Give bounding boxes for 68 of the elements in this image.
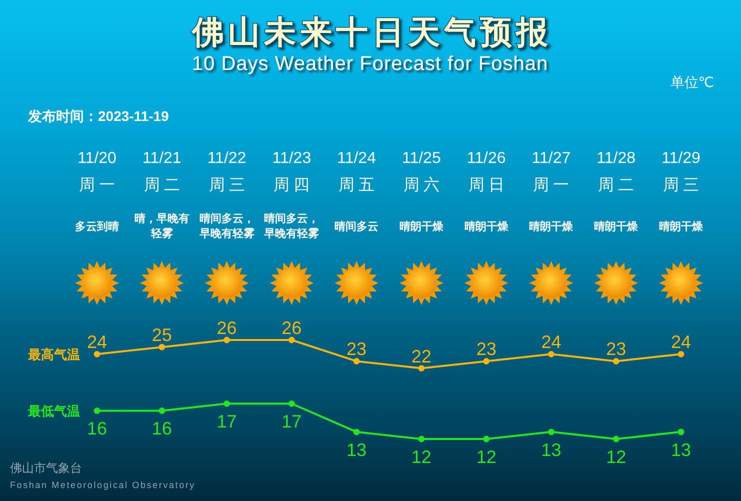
text: 晴朗干燥	[529, 220, 574, 234]
point	[612, 436, 620, 442]
text: 单位℃	[670, 74, 714, 90]
x-tick-label: 11/28 周二	[596, 150, 638, 194]
point	[224, 336, 230, 344]
data-label: 26	[216, 318, 237, 338]
series-label: 最高气温	[27, 347, 80, 362]
text: 晴朗干燥	[399, 220, 444, 234]
data-label: 16	[86, 418, 108, 439]
x-tick-label: 11/22 周三	[207, 150, 249, 194]
data-label: 23	[346, 339, 367, 360]
point	[418, 365, 425, 372]
point	[548, 428, 554, 436]
point	[353, 428, 360, 436]
text: 晴朗干燥	[659, 220, 703, 234]
data-label: 23	[606, 339, 626, 360]
data-label: 12	[606, 447, 626, 467]
x-tick-label: 11/26 周日	[466, 150, 508, 194]
point	[418, 436, 425, 442]
x-tick-label: 11/23 周四	[272, 150, 314, 194]
text: 晴间多云	[334, 220, 379, 234]
point	[158, 408, 166, 414]
data-label: 16	[152, 418, 172, 439]
point	[548, 350, 554, 358]
point	[94, 408, 100, 414]
text: 发布时间：2023-11-19	[27, 108, 170, 124]
data-label: 12	[411, 447, 432, 467]
text: 晴朗干燥	[594, 220, 638, 234]
text: 晴，早晚有轻雾	[133, 212, 190, 242]
chart-subtitle: 10 Days Weather Forecast for Foshan	[192, 53, 548, 75]
text: 晴间多云，早晚有轻雾	[198, 212, 256, 242]
x-tick-label: 11/29 周三	[662, 150, 703, 194]
point	[288, 400, 295, 407]
point	[483, 358, 490, 364]
data-label: 17	[282, 412, 302, 432]
data-label: 17	[216, 412, 237, 432]
data-label: 24	[86, 332, 108, 352]
point	[678, 350, 684, 358]
x-tick-label: 11/20 周一	[78, 150, 119, 194]
data-label: 13	[346, 440, 367, 460]
point	[483, 436, 490, 442]
text: 多云到晴	[75, 220, 119, 234]
chart-title: 佛山未来十日天气预报	[191, 14, 552, 50]
data-label: 23	[476, 339, 496, 360]
x-tick-label: 11/25 周六	[402, 150, 444, 194]
point	[224, 400, 230, 407]
data-label: 22	[411, 346, 432, 366]
data-label: 25	[152, 325, 172, 346]
data-label: 13	[670, 440, 692, 460]
point	[612, 358, 620, 364]
text: 晴朗干燥	[464, 220, 508, 234]
series-label: 最低气温	[27, 404, 80, 419]
point	[678, 428, 684, 436]
text: 晴间多云，早晚有轻雾	[263, 212, 320, 242]
point	[158, 344, 166, 350]
x-tick-label: 11/24 周五	[337, 150, 379, 194]
x-tick-label: 11/21 周二	[142, 150, 184, 194]
data-label: 24	[541, 332, 562, 352]
point	[94, 350, 100, 358]
data-label: 26	[282, 318, 302, 338]
point	[288, 336, 295, 344]
text: Foshan Meteorological Observatory	[10, 480, 196, 490]
text: 佛山市气象台	[10, 461, 82, 475]
data-label: 13	[541, 440, 562, 460]
data-label: 12	[476, 447, 496, 467]
point	[353, 358, 360, 364]
data-label: 24	[670, 332, 692, 352]
x-tick-label: 11/27 周一	[532, 150, 574, 194]
